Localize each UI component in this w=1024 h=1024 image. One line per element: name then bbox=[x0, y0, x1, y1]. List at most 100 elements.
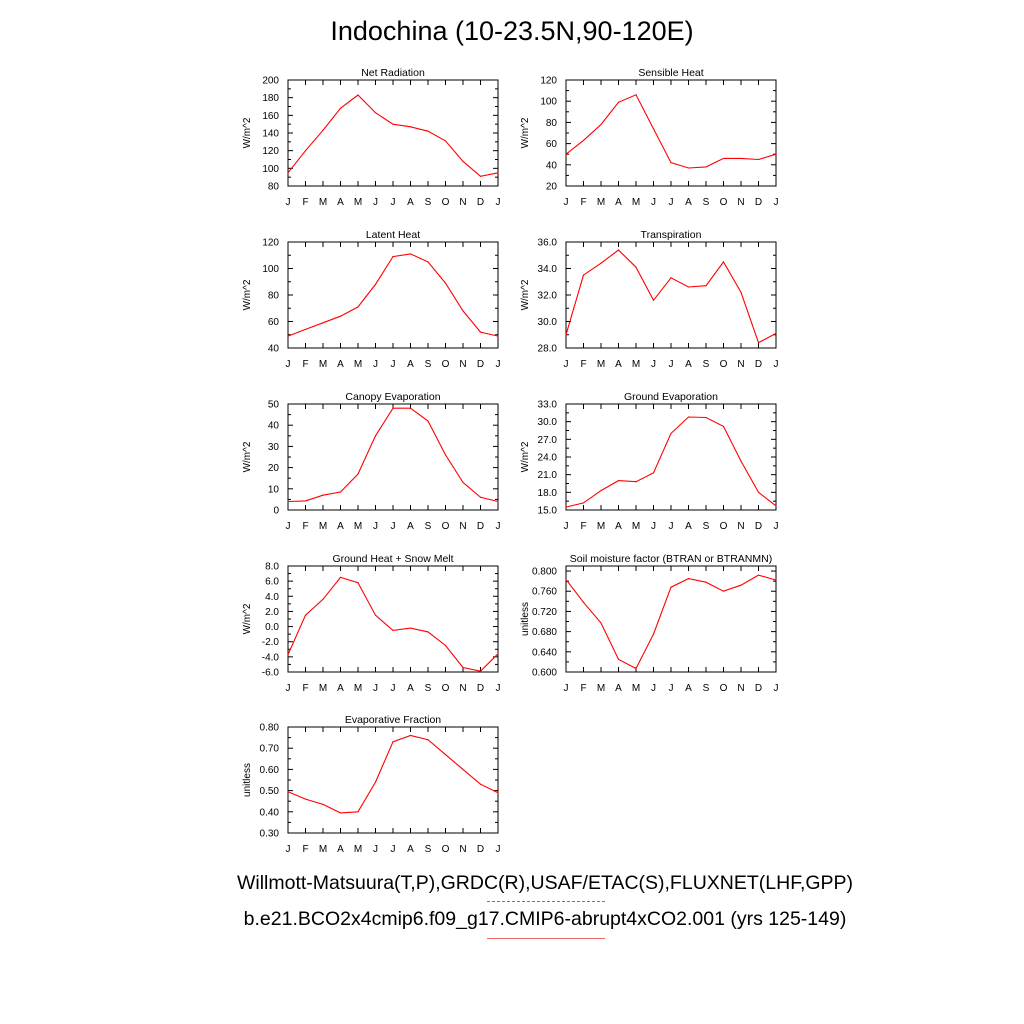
panel-7: Ground Heat + Snow Melt -6.0 -4.0 -2.0 0.0 2.… bbox=[242, 553, 501, 694]
x-tick-label: S bbox=[703, 521, 710, 532]
data-point bbox=[670, 432, 672, 435]
y-tick-label: -2.0 bbox=[262, 637, 280, 648]
x-tick-label: J bbox=[373, 683, 378, 694]
data-point bbox=[357, 811, 359, 813]
panel-8: Soil moisture factor (BTRAN or BTRANMN) 0… bbox=[520, 553, 779, 694]
x-tick-label: J bbox=[496, 844, 501, 855]
y-tick-label: 30 bbox=[268, 442, 280, 453]
data-point bbox=[670, 162, 672, 164]
x-tick-label: A bbox=[615, 683, 622, 694]
panel-title: Ground Evaporation bbox=[624, 391, 718, 403]
y-tick-label: 0.640 bbox=[532, 647, 557, 658]
x-tick-label: A bbox=[337, 683, 344, 694]
data-point bbox=[617, 658, 620, 660]
observations-caption: Willmott-Matsuura(T,P),GRDC(R),USAF/ETAC… bbox=[236, 872, 854, 894]
x-tick-label: D bbox=[477, 521, 484, 532]
data-point bbox=[600, 262, 602, 264]
data-point bbox=[617, 249, 620, 251]
x-tick-label: O bbox=[720, 359, 728, 370]
data-point bbox=[427, 631, 429, 633]
y-tick-label: 180 bbox=[262, 93, 279, 104]
data-point bbox=[582, 139, 585, 142]
x-tick-label: D bbox=[755, 359, 762, 370]
data-point bbox=[617, 101, 620, 103]
x-tick-label: S bbox=[425, 683, 432, 694]
y-axis-label: unitless bbox=[520, 602, 531, 636]
y-axis-label: W/m^2 bbox=[242, 117, 253, 148]
data-point bbox=[462, 768, 464, 771]
series-line bbox=[287, 407, 499, 503]
x-tick-label: J bbox=[669, 521, 674, 532]
data-point bbox=[392, 407, 394, 409]
data-point bbox=[775, 579, 777, 581]
y-tick-label: 60 bbox=[546, 139, 558, 150]
x-tick-label: J bbox=[391, 197, 396, 208]
plot-frame bbox=[565, 403, 777, 511]
x-tick-label: A bbox=[615, 197, 622, 208]
x-tick-label: S bbox=[425, 521, 432, 532]
y-axis-label: W/m^2 bbox=[242, 279, 253, 310]
x-tick-label: O bbox=[720, 683, 728, 694]
panel-title: Evaporative Fraction bbox=[345, 714, 441, 726]
data-point bbox=[497, 172, 499, 174]
plot-frame bbox=[287, 241, 499, 349]
x-tick-label: A bbox=[615, 521, 622, 532]
data-point bbox=[705, 416, 707, 419]
data-point bbox=[757, 574, 760, 576]
x-tick-label: J bbox=[774, 683, 779, 694]
y-tick-label: 33.0 bbox=[538, 400, 558, 411]
data-point bbox=[740, 584, 742, 586]
y-tick-label: 28.0 bbox=[538, 344, 558, 355]
data-point bbox=[462, 481, 464, 484]
x-tick-label: J bbox=[391, 683, 396, 694]
data-point bbox=[462, 160, 464, 162]
x-tick-label: J bbox=[286, 683, 291, 694]
x-tick-label: F bbox=[302, 683, 308, 694]
y-tick-label: 40 bbox=[268, 344, 280, 355]
x-tick-label: O bbox=[720, 197, 728, 208]
data-point bbox=[600, 489, 602, 492]
data-point bbox=[775, 505, 777, 507]
data-point bbox=[497, 653, 499, 655]
y-tick-label: 20 bbox=[546, 182, 558, 193]
data-point bbox=[392, 741, 394, 743]
data-point bbox=[705, 581, 707, 583]
data-point bbox=[479, 496, 482, 498]
y-tick-label: 0.0 bbox=[265, 622, 279, 633]
x-tick-label: N bbox=[737, 683, 744, 694]
x-tick-label: M bbox=[597, 683, 605, 694]
x-tick-label: M bbox=[354, 359, 362, 370]
x-tick-label: A bbox=[337, 844, 344, 855]
data-point bbox=[775, 332, 777, 335]
plot-frame bbox=[565, 241, 777, 349]
series-line bbox=[565, 249, 777, 344]
data-point bbox=[427, 261, 429, 263]
y-tick-label: 80 bbox=[268, 291, 280, 302]
x-tick-label: O bbox=[442, 521, 450, 532]
data-point bbox=[722, 157, 725, 160]
data-point bbox=[357, 473, 359, 475]
y-axis-label: W/m^2 bbox=[520, 117, 531, 148]
y-tick-label: 0 bbox=[273, 506, 279, 517]
data-point bbox=[374, 781, 377, 783]
x-tick-label: S bbox=[425, 844, 432, 855]
data-point bbox=[497, 500, 499, 503]
x-tick-label: A bbox=[407, 683, 414, 694]
data-point bbox=[444, 282, 447, 284]
data-point bbox=[409, 734, 412, 737]
data-point bbox=[427, 130, 429, 132]
data-point bbox=[339, 315, 342, 317]
y-axis-label: unitless bbox=[242, 763, 253, 797]
series-line bbox=[287, 576, 499, 672]
y-tick-label: 4.0 bbox=[265, 592, 279, 603]
panel-title: Sensible Heat bbox=[638, 67, 703, 79]
x-tick-label: N bbox=[459, 844, 466, 855]
data-point bbox=[652, 128, 655, 130]
x-tick-label: M bbox=[597, 521, 605, 532]
y-tick-label: 100 bbox=[262, 164, 279, 175]
series-line bbox=[287, 734, 499, 814]
model-legend-line bbox=[487, 938, 605, 939]
data-point bbox=[392, 255, 394, 258]
